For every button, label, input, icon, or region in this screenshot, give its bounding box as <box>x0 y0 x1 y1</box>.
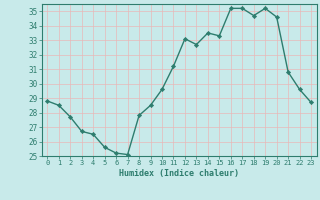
X-axis label: Humidex (Indice chaleur): Humidex (Indice chaleur) <box>119 169 239 178</box>
